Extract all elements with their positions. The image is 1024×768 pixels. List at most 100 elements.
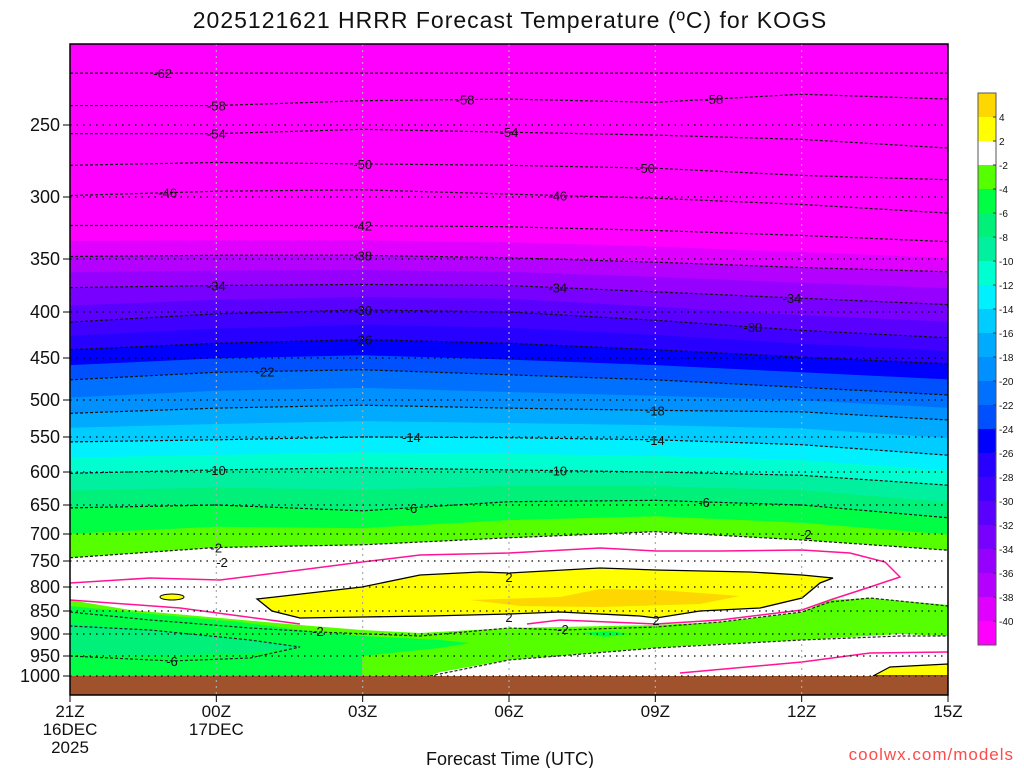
colorbar-label: -6 [999, 209, 1008, 220]
colorbar-label: -16 [999, 329, 1014, 340]
colorbar-swatch [978, 597, 996, 621]
y-tick-label: 550 [30, 427, 60, 447]
colorbar-label: 2 [999, 137, 1005, 148]
band-minus4-to-minus6-lower [70, 606, 470, 676]
isotherm-label: -38 [353, 248, 372, 263]
colorbar-label: -36 [999, 569, 1014, 580]
isotherm-label: -14 [646, 433, 665, 448]
isotherm-label: -34 [783, 291, 802, 306]
low-level-contour-labels: -2 -2 -2 2 2 2 -2 -6 [166, 527, 812, 669]
colorbar-swatch [978, 117, 996, 141]
colorbar-swatch [978, 165, 996, 189]
colorbar-label: -18 [999, 353, 1014, 364]
colorbar-label: -34 [999, 545, 1014, 556]
y-tick-label: 850 [30, 601, 60, 621]
colorbar-swatch [978, 429, 996, 453]
colorbar-swatch [978, 549, 996, 573]
y-tick-label: 700 [30, 524, 60, 544]
isotherm-line [70, 338, 948, 365]
x-tick-label: 21Z [55, 702, 84, 721]
isotherm-label: -58 [704, 92, 723, 107]
colorbar-label: -22 [999, 401, 1014, 412]
contour-label: 2 [505, 570, 512, 585]
freezing-line-upper-b [70, 599, 301, 625]
x-tick-label: 00Z [202, 702, 231, 721]
colorbar-swatch [978, 189, 996, 213]
contour-label: -6 [166, 654, 178, 669]
freezing-line-lower [679, 651, 948, 674]
isotherm-label: -58 [456, 93, 475, 108]
isotherm-label: -22 [256, 364, 275, 379]
isotherm-line [70, 436, 948, 456]
isotherm-line [70, 404, 948, 421]
colorbar-label: -20 [999, 377, 1014, 388]
x-axis-title: Forecast Time (UTC) [426, 749, 594, 768]
contour-label: -2 [557, 622, 569, 637]
x-tick-label: 17DEC [189, 720, 244, 739]
band-2-to-4-warm-layer [255, 567, 834, 619]
colorbar-label: -14 [999, 305, 1014, 316]
isotherm-label: -30 [353, 303, 372, 318]
colorbar-swatch [978, 285, 996, 309]
y-tick-label: 450 [30, 348, 60, 368]
isotherm-line [70, 224, 948, 243]
colorbar-swatch [978, 261, 996, 285]
colorbar-swatch [978, 357, 996, 381]
y-tick-label: 900 [30, 624, 60, 644]
x-tick-label: 15Z [933, 702, 962, 721]
colorbar-label: -2 [999, 161, 1008, 172]
isotherm-label: -34 [207, 279, 226, 294]
contour-label: -2 [800, 527, 812, 542]
x-tick-label: 03Z [348, 702, 377, 721]
colorbar-label: -10 [999, 257, 1014, 268]
colorbar-swatch [978, 573, 996, 597]
colorbar-label: 4 [999, 113, 1005, 124]
colorbar-label: -4 [999, 185, 1008, 196]
isotherm-label: -46 [158, 186, 177, 201]
isotherm-label: -50 [353, 157, 372, 172]
y-tick-label: 400 [30, 302, 60, 322]
isotherm-label: -62 [153, 66, 172, 81]
colorbar-swatch [978, 453, 996, 477]
colorbar-legend: 4 2 -2 -4 -6 -8 -10 -12 -14 -16 -18 -20 -22 -24 -26 -28… [977, 92, 1014, 646]
colorbar-swatch [978, 525, 996, 549]
colorbar-label: -12 [999, 281, 1014, 292]
isotherm-minus2-lower [70, 597, 948, 637]
isotherm-line [70, 128, 948, 149]
isotherm-label: -18 [646, 403, 665, 418]
isotherm-label: -54 [500, 125, 519, 140]
contour-label: -2 [312, 624, 324, 639]
band-minus4-to-minus6-patch [580, 631, 630, 637]
colorbar-swatch [978, 621, 996, 645]
isotherm-minus6-lower [70, 625, 301, 662]
colorbar-swatch [978, 213, 996, 237]
colorbar-swatch [978, 405, 996, 429]
isotherm-label: -34 [548, 281, 567, 296]
isotherm-line [70, 93, 948, 107]
watermark: coolwx.com/models [849, 745, 1014, 764]
x-tick-label: 16DEC [43, 720, 98, 739]
isotherm-line [70, 161, 948, 181]
isotherm-label: -26 [353, 333, 372, 348]
contour-label: 2 [505, 610, 512, 625]
colorbar-swatch [978, 381, 996, 405]
colorbar-label: -26 [999, 449, 1014, 460]
colorbar-label: -40 [999, 617, 1014, 628]
y-tick-label: 500 [30, 390, 60, 410]
x-tick-label: 2025 [51, 738, 89, 757]
colorbar-frame [977, 92, 997, 646]
isotherm-contours: -62 -58 -58 -58 -54 -54 -50 -50 -46 -46 -42 -38 -34 -… [70, 66, 948, 559]
isotherm-label: -10 [207, 463, 226, 478]
colorbar-swatch [978, 309, 996, 333]
ground [70, 676, 948, 695]
isotherm-line [70, 189, 948, 214]
y-axis: 250 300 350 400 450 500 550 600 650 700 750 800 850 9… [20, 115, 70, 686]
colorbar-swatch [978, 141, 996, 165]
colorbar-label: -8 [999, 233, 1008, 244]
plot-area: -62-58 -58 -58-54 -54-50 -50-46 -46-42-38-34-… [70, 44, 948, 695]
isotherm-minus2-bottom [429, 635, 948, 677]
isotherm-line [70, 309, 948, 339]
isotherm-line [70, 283, 948, 306]
